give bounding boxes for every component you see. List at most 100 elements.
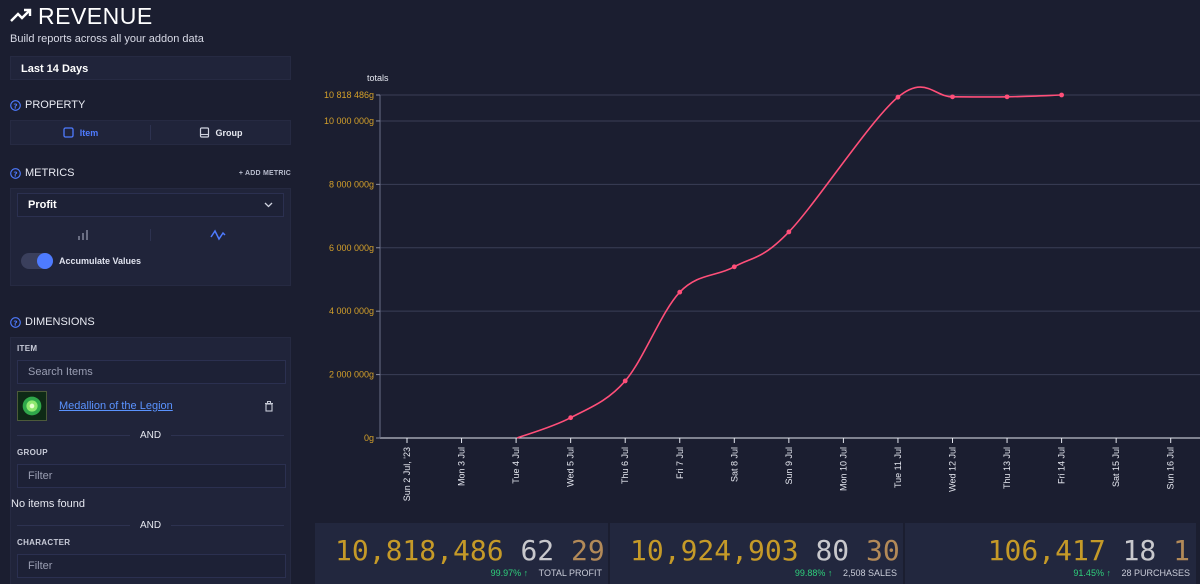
data-point[interactable] — [622, 378, 628, 384]
property-heading: PROPERTY — [25, 99, 86, 111]
metrics-panel: Profit Accumulate Valu — [10, 188, 291, 286]
stat-card-sales: 10,924,903 80 30 99.88% ↑ 2,508 SALES — [610, 523, 905, 584]
help-icon[interactable]: ? — [10, 99, 21, 111]
stat-values: 10,818,486 62 29 — [335, 534, 605, 567]
data-point[interactable] — [568, 415, 574, 421]
report-builder-sidebar: Last 14 Days ? PROPERTY Item Group ? — [10, 56, 291, 584]
square-icon — [63, 127, 74, 138]
stat-footer: 99.88% ↑ 2,508 SALES — [795, 568, 897, 578]
property-option-item-label: Item — [79, 127, 99, 138]
y-tick-label: 2 000 000g — [329, 370, 374, 380]
stat-card-total-profit: 10,818,486 62 29 99.97% ↑ TOTAL PROFIT — [315, 523, 610, 584]
group-dimension-label: GROUP — [17, 448, 48, 457]
trending-up-icon — [10, 8, 32, 22]
property-option-group-label: Group — [215, 127, 243, 138]
stat-secondary-value: 80 — [815, 534, 850, 567]
metrics-heading: METRICS — [25, 167, 75, 179]
data-point[interactable] — [950, 94, 955, 100]
stat-main-value: 10,924,903 — [630, 534, 799, 567]
metrics-section-header: ? METRICS + ADD METRIC — [10, 164, 291, 182]
stat-main-value: 106,417 — [987, 534, 1106, 567]
stat-main-value: 10,818,486 — [335, 534, 504, 567]
and-label: AND — [139, 519, 162, 531]
stat-change-percent: 99.88% ↑ — [794, 568, 833, 578]
profit-series-line — [516, 86, 1062, 439]
divider — [150, 229, 151, 241]
stat-footer: 91.45% ↑ 28 PURCHASES — [1073, 568, 1190, 578]
y-tick-label: 10 818 486g — [324, 90, 374, 100]
x-tick-label: Tue 11 Jul — [893, 447, 903, 488]
data-point[interactable] — [1059, 92, 1064, 98]
stat-secondary-value: 18 — [1122, 534, 1157, 567]
chart-gridlines — [379, 94, 1200, 439]
selected-item-row: Medallion of the Legion — [17, 388, 284, 424]
stat-secondary-value: 62 — [520, 534, 555, 567]
item-thumbnail-icon — [17, 391, 47, 421]
stat-values: 10,924,903 80 30 — [630, 534, 900, 567]
data-point[interactable] — [731, 264, 737, 270]
x-tick-label: Tue 4 Jul — [511, 447, 521, 484]
help-icon[interactable]: ? — [10, 316, 21, 328]
x-tick-label: Wed 5 Jul — [566, 447, 576, 487]
property-option-item[interactable]: Item — [11, 121, 150, 144]
stat-values: 106,417 18 1 — [925, 534, 1190, 567]
trash-icon[interactable] — [264, 400, 274, 412]
stat-tertiary-value: 30 — [866, 534, 900, 567]
stat-footer: 99.97% ↑ TOTAL PROFIT — [491, 568, 602, 578]
item-dimension-label: ITEM — [17, 344, 38, 353]
page-header: REVENUE Build reports across all your ad… — [10, 2, 300, 46]
x-tick-label: Mon 10 Jul — [838, 447, 848, 491]
dimensions-panel: ITEM Medallion of the Legion AND GROUP N… — [10, 337, 291, 584]
x-tick-label: Sat 15 Jul — [1111, 447, 1121, 487]
stat-label: 28 PURCHASES — [1121, 568, 1190, 578]
book-icon — [199, 127, 209, 138]
profit-series-points — [568, 92, 1064, 421]
item-link[interactable]: Medallion of the Legion — [59, 400, 173, 412]
data-point[interactable] — [677, 289, 683, 295]
line-chart-option[interactable] — [151, 229, 284, 241]
character-dimension-label: CHARACTER — [17, 538, 71, 547]
stat-tertiary-value: 29 — [571, 534, 605, 567]
divider — [150, 125, 151, 140]
stat-label: 2,508 SALES — [842, 568, 897, 578]
add-metric-button[interactable]: + ADD METRIC — [238, 169, 291, 177]
stat-card-purchases: 106,417 18 1 91.45% ↑ 28 PURCHASES — [905, 523, 1198, 584]
property-option-group[interactable]: Group — [151, 121, 290, 144]
x-tick-label: Mon 3 Jul — [457, 447, 467, 486]
character-filter-input[interactable] — [17, 554, 286, 578]
accumulate-values-toggle[interactable] — [21, 253, 53, 269]
dimensions-section-header: ? DIMENSIONS — [10, 313, 291, 331]
bar-chart-option[interactable] — [17, 229, 150, 241]
search-items-input[interactable] — [17, 360, 286, 384]
group-filter-input[interactable] — [17, 464, 286, 488]
x-tick-label: Sun 16 Jul — [1166, 447, 1176, 490]
help-icon[interactable]: ? — [10, 167, 21, 179]
page-title: REVENUE — [38, 2, 153, 29]
data-point[interactable] — [786, 229, 792, 235]
y-tick-label: 10 000 000g — [324, 116, 374, 126]
chart-title: totals — [367, 73, 389, 83]
date-range-select[interactable]: Last 14 Days — [10, 56, 291, 80]
y-tick-label: 6 000 000g — [329, 243, 374, 253]
line-chart-icon — [209, 229, 226, 241]
x-tick-label: Sun 2 Jul, '23 — [402, 447, 412, 501]
x-tick-label: Sat 8 Jul — [729, 447, 739, 482]
svg-text:?: ? — [13, 169, 17, 178]
no-items-message: No items found — [11, 498, 85, 510]
revenue-line-chart: 0g 2 000 000g 4 000 000g 6 000 000g 8 000 00… — [324, 73, 1200, 501]
y-tick-label: 0g — [364, 433, 374, 443]
x-tick-label: Fri 14 Jul — [1057, 447, 1067, 484]
chart-type-toggle — [17, 221, 284, 249]
data-point[interactable] — [1004, 94, 1010, 100]
dimensions-heading: DIMENSIONS — [25, 316, 95, 328]
accumulate-values-label: Accumulate Values — [59, 256, 142, 266]
data-point[interactable] — [895, 94, 901, 100]
svg-text:?: ? — [13, 101, 17, 110]
x-tick-label: Sun 9 Jul — [784, 447, 794, 485]
bar-chart-icon — [77, 230, 88, 240]
x-tick-label: Thu 13 Jul — [1002, 447, 1012, 489]
stat-label: TOTAL PROFIT — [538, 568, 602, 578]
x-tick-label: Wed 12 Jul — [948, 447, 958, 492]
metric-select[interactable]: Profit — [17, 193, 284, 217]
y-axis-ticks: 0g 2 000 000g 4 000 000g 6 000 000g 8 000 00… — [324, 90, 380, 443]
